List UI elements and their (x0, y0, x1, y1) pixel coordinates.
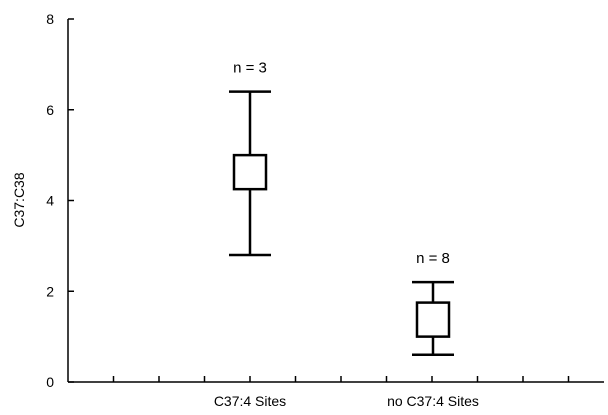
ticks: 0 2 4 6 8 C37:4 Sites no C37:4 Sites (46, 11, 570, 409)
y-tick-label: 2 (46, 283, 54, 299)
y-tick-label: 0 (46, 374, 54, 390)
y-tick-label: 4 (46, 193, 54, 209)
box-rect (232, 153, 268, 191)
boxes: n = 3 n = 8 (229, 60, 454, 357)
sample-size-label: n = 3 (233, 60, 267, 77)
y-axis-title: C37:C38 (11, 172, 27, 227)
axes (67, 19, 604, 383)
box-group: n = 8 (412, 250, 454, 357)
sample-size-label: n = 8 (416, 250, 450, 267)
y-tick-label: 8 (46, 11, 54, 27)
box-rect (415, 301, 451, 338)
x-tick-label: no C37:4 Sites (387, 393, 479, 409)
box-group: n = 3 (229, 60, 271, 257)
y-tick-label: 6 (46, 102, 54, 118)
x-tick-label: C37:4 Sites (214, 393, 286, 409)
